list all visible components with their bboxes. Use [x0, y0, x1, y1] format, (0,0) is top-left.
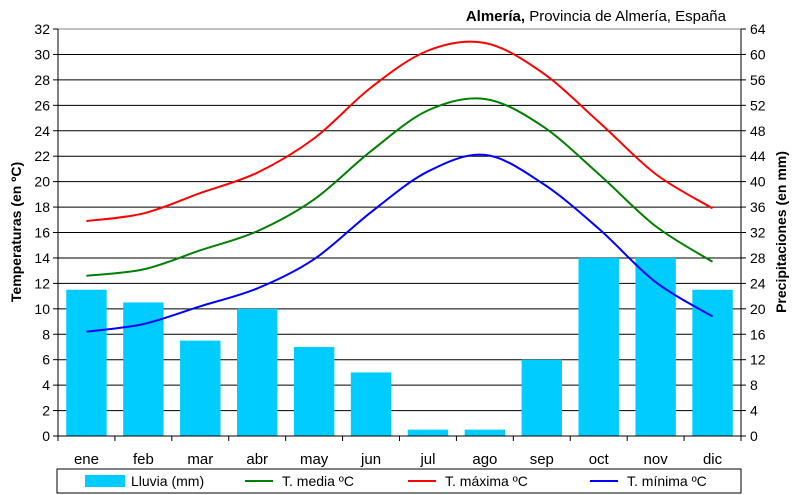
- rain-bar-nov: [635, 257, 676, 436]
- y-tick-label: 28: [34, 72, 50, 88]
- rain-bar-jul: [407, 429, 449, 436]
- y-tick-label: 0: [42, 428, 50, 444]
- y-tick-label: 22: [34, 148, 50, 164]
- x-tick-label-jul: jul: [419, 451, 435, 468]
- y2-tick-label: 20: [750, 301, 766, 317]
- x-tick-label-ene: ene: [74, 451, 99, 468]
- chart-title-rest: Provincia de Almería, España: [529, 8, 726, 25]
- y-tick-label: 24: [34, 123, 50, 139]
- y-tick-label: 20: [34, 174, 50, 190]
- x-tick-label-ago: ago: [472, 451, 497, 468]
- legend-label-media-line: T. media ºC: [282, 473, 354, 489]
- y2-tick-label: 4: [750, 403, 758, 419]
- rain-bar-dic: [692, 289, 733, 436]
- y-axis-label: Temperaturas (en ºC): [8, 162, 24, 302]
- chart-title-place: Almería,: [465, 8, 526, 25]
- x-tick-label-oct: oct: [589, 451, 610, 468]
- legend-label-lluvia: Lluvia (mm): [131, 473, 204, 489]
- y-tick-label: 26: [34, 97, 50, 113]
- rain-bar-feb: [123, 302, 164, 436]
- rain-bar-sep: [521, 359, 562, 436]
- y2-tick-label: 8: [750, 377, 758, 393]
- y2-axis-label: Precipitaciones (en mm): [773, 151, 789, 313]
- y2-tick-label: 40: [750, 174, 766, 190]
- maxima-line: [86, 40, 714, 223]
- temperature-lines: [86, 40, 714, 333]
- y2-tick-label: 48: [750, 123, 766, 139]
- y2-tick-label: 12: [750, 352, 766, 368]
- y2-tick-label: 0: [750, 428, 758, 444]
- y2-tick-label: 64: [750, 21, 766, 37]
- minima-line: [86, 153, 714, 333]
- rain-bar-oct: [578, 257, 619, 436]
- y-tick-label: 30: [34, 46, 50, 62]
- x-tick-label-mar: mar: [187, 451, 213, 468]
- y-tick-label: 6: [42, 352, 50, 368]
- y-tick-label: 18: [34, 199, 50, 215]
- x-tick-label-feb: feb: [133, 451, 154, 468]
- legend-box: [56, 468, 742, 494]
- x-tick-label-nov: nov: [644, 451, 669, 468]
- y2-tick-label: 32: [750, 225, 766, 241]
- y2-tick-label: 24: [750, 275, 766, 291]
- y-tick-label: 2: [42, 403, 50, 419]
- y2-tick-label: 52: [750, 97, 766, 113]
- rain-bar-may: [293, 346, 335, 436]
- x-tick-label-abr: abr: [246, 451, 268, 468]
- y2-tick-label: 60: [750, 46, 766, 62]
- x-tick-label-sep: sep: [530, 451, 554, 468]
- rain-bar-ene: [66, 289, 107, 436]
- y2-tick-label: 44: [750, 148, 766, 164]
- media-line: [86, 97, 714, 277]
- gridlines: [58, 53, 741, 412]
- y-tick-label: 16: [34, 225, 50, 241]
- legend-label-minima-line: T. mínima ºC: [627, 473, 707, 489]
- x-tick-label-jun: jun: [360, 451, 381, 468]
- legend: Lluvia (mm) T. media ºC T. máxima ºC T. mín…: [56, 468, 742, 494]
- y-tick-label: 4: [42, 377, 50, 393]
- legend-swatch-lluvia: [85, 475, 125, 487]
- y-tick-label: 14: [34, 250, 50, 266]
- y-tick-label: 10: [34, 301, 50, 317]
- y-tick-label: 8: [42, 326, 50, 342]
- rain-bar-abr: [237, 308, 278, 436]
- x-tick-label-dic: dic: [703, 451, 723, 468]
- x-axis: ene feb mar abr may jun jul ago sep oct nov dic: [57, 435, 742, 468]
- chart-title: Almería, Provincia de Almería, España: [466, 8, 726, 25]
- legend-label-maxima-line: T. máxima ºC: [445, 473, 528, 489]
- y2-tick-label: 36: [750, 199, 766, 215]
- rain-bar-jun: [350, 372, 392, 436]
- y2-tick-label: 16: [750, 326, 766, 342]
- y2-tick-label: 56: [750, 72, 766, 88]
- x-tick-label-may: may: [300, 451, 329, 468]
- y2-tick-label: 28: [750, 250, 766, 266]
- rain-bars: [66, 257, 733, 436]
- y-tick-label: 32: [34, 21, 50, 37]
- rain-bar-mar: [180, 340, 221, 436]
- y-tick-label: 12: [34, 275, 50, 291]
- rain-bar-ago: [464, 429, 506, 436]
